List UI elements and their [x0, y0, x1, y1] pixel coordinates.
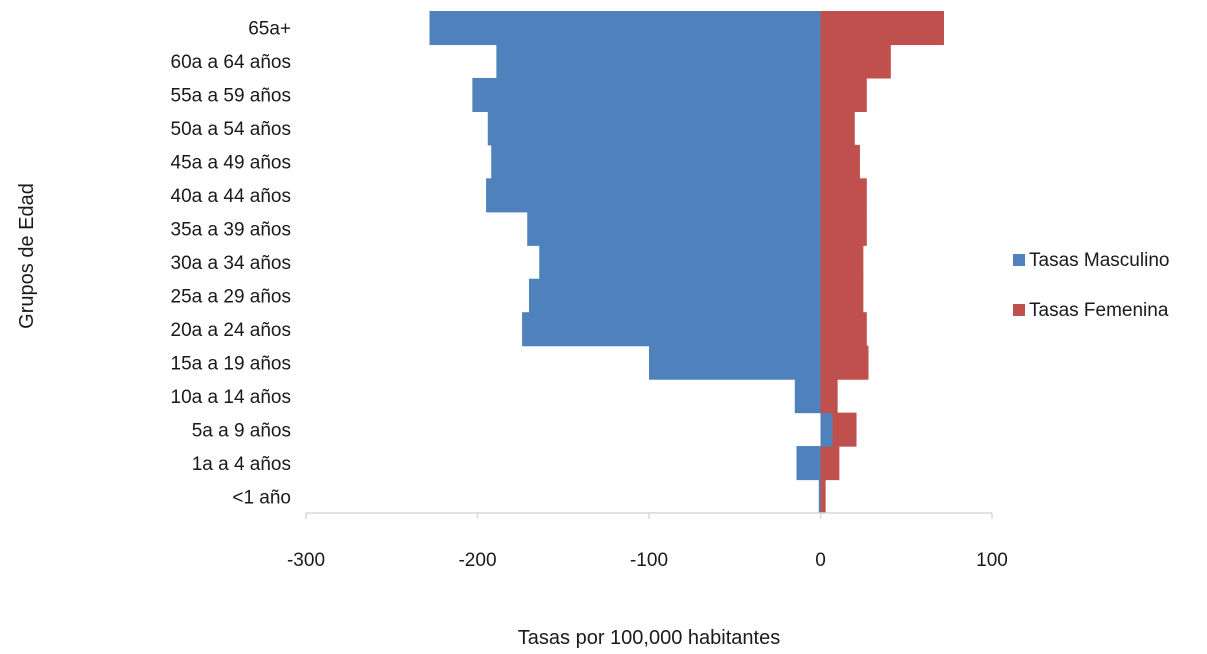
bar-tasas-femenina-4 — [820, 345, 869, 380]
bar-tasas-femenina-5 — [820, 312, 867, 347]
y-axis-title: Grupos de Edad — [16, 183, 38, 329]
x-tick-label: 100 — [976, 550, 1008, 571]
y-tick-label: 20a a 24 años — [171, 320, 291, 341]
bars-layer — [429, 11, 944, 514]
x-tick-label: -200 — [458, 550, 496, 571]
legend-swatch-tasas-femenina — [1013, 304, 1025, 316]
legend: Tasas Masculino Tasas Femenina — [1013, 250, 1169, 321]
bar-tasas-femenina-13 — [820, 44, 891, 79]
bar-tasas-femenina-2 — [832, 412, 857, 447]
y-tick-label: 45a a 49 años — [171, 153, 291, 174]
bar-tasas-masculino-5 — [522, 312, 821, 347]
bar-tasas-masculino-0 — [818, 479, 821, 514]
y-tick-label: 50a a 54 años — [171, 119, 291, 140]
bar-tasas-masculino-14 — [429, 11, 821, 46]
bar-tasas-masculino-13 — [496, 44, 821, 79]
bar-tasas-femenina-6 — [820, 278, 864, 313]
x-tick-label: -100 — [630, 550, 668, 571]
y-tick-label: 25a a 29 años — [171, 286, 291, 307]
bar-tasas-femenina-8 — [820, 211, 867, 246]
y-tick-label: 10a a 14 años — [171, 387, 291, 408]
bar-tasas-masculino-6 — [528, 278, 821, 313]
y-tick-label: 35a a 39 años — [171, 220, 291, 241]
y-tick-label: 1a a 4 años — [192, 454, 291, 475]
y-tick-label: 60a a 64 años — [171, 52, 291, 73]
bar-tasas-masculino-4 — [649, 345, 821, 380]
bar-tasas-masculino-11 — [487, 111, 821, 146]
bar-tasas-femenina-14 — [820, 11, 944, 46]
y-tick-label: 5a a 9 años — [192, 420, 291, 441]
y-tick-label: 65a+ — [248, 19, 291, 40]
legend-label-tasas-femenina: Tasas Femenina — [1029, 300, 1169, 321]
bar-tasas-masculino-10 — [491, 144, 821, 179]
bar-tasas-masculino-9 — [486, 178, 821, 213]
bar-tasas-femenina-3 — [820, 379, 838, 414]
legend-label-tasas-masculino: Tasas Masculino — [1029, 250, 1169, 271]
bar-tasas-masculino-12 — [472, 77, 821, 112]
bar-tasas-femenina-7 — [820, 245, 864, 280]
y-tick-label: 40a a 44 años — [171, 186, 291, 207]
bar-tasas-femenina-1 — [820, 446, 840, 481]
bar-tasas-masculino-1 — [796, 446, 821, 481]
bar-tasas-femenina-10 — [820, 144, 860, 179]
bar-tasas-femenina-12 — [820, 77, 867, 112]
legend-swatch-tasas-masculino — [1013, 254, 1025, 266]
bar-tasas-femenina-11 — [820, 111, 855, 146]
x-tick-label: -300 — [287, 550, 325, 571]
bar-tasas-femenina-9 — [820, 178, 867, 213]
y-axis-tick-labels: <1 año 1a a 4 años 5a a 9 años 10a a 14 año… — [171, 19, 291, 509]
y-tick-label: 55a a 59 años — [171, 86, 291, 107]
bar-tasas-masculino-2 — [820, 412, 833, 447]
bar-tasas-masculino-7 — [539, 245, 821, 280]
bar-tasas-masculino-8 — [527, 211, 821, 246]
x-tick-label: 0 — [815, 550, 826, 571]
y-tick-label: 15a a 19 años — [171, 353, 291, 374]
y-tick-label: <1 año — [232, 487, 291, 508]
y-tick-label: 30a a 34 años — [171, 253, 291, 274]
bar-tasas-masculino-3 — [794, 379, 821, 414]
bar-tasas-femenina-0 — [820, 479, 826, 514]
x-axis-title: Tasas por 100,000 habitantes — [518, 627, 780, 649]
x-axis-ticks: -300 -200 -100 0 100 — [287, 513, 1008, 571]
